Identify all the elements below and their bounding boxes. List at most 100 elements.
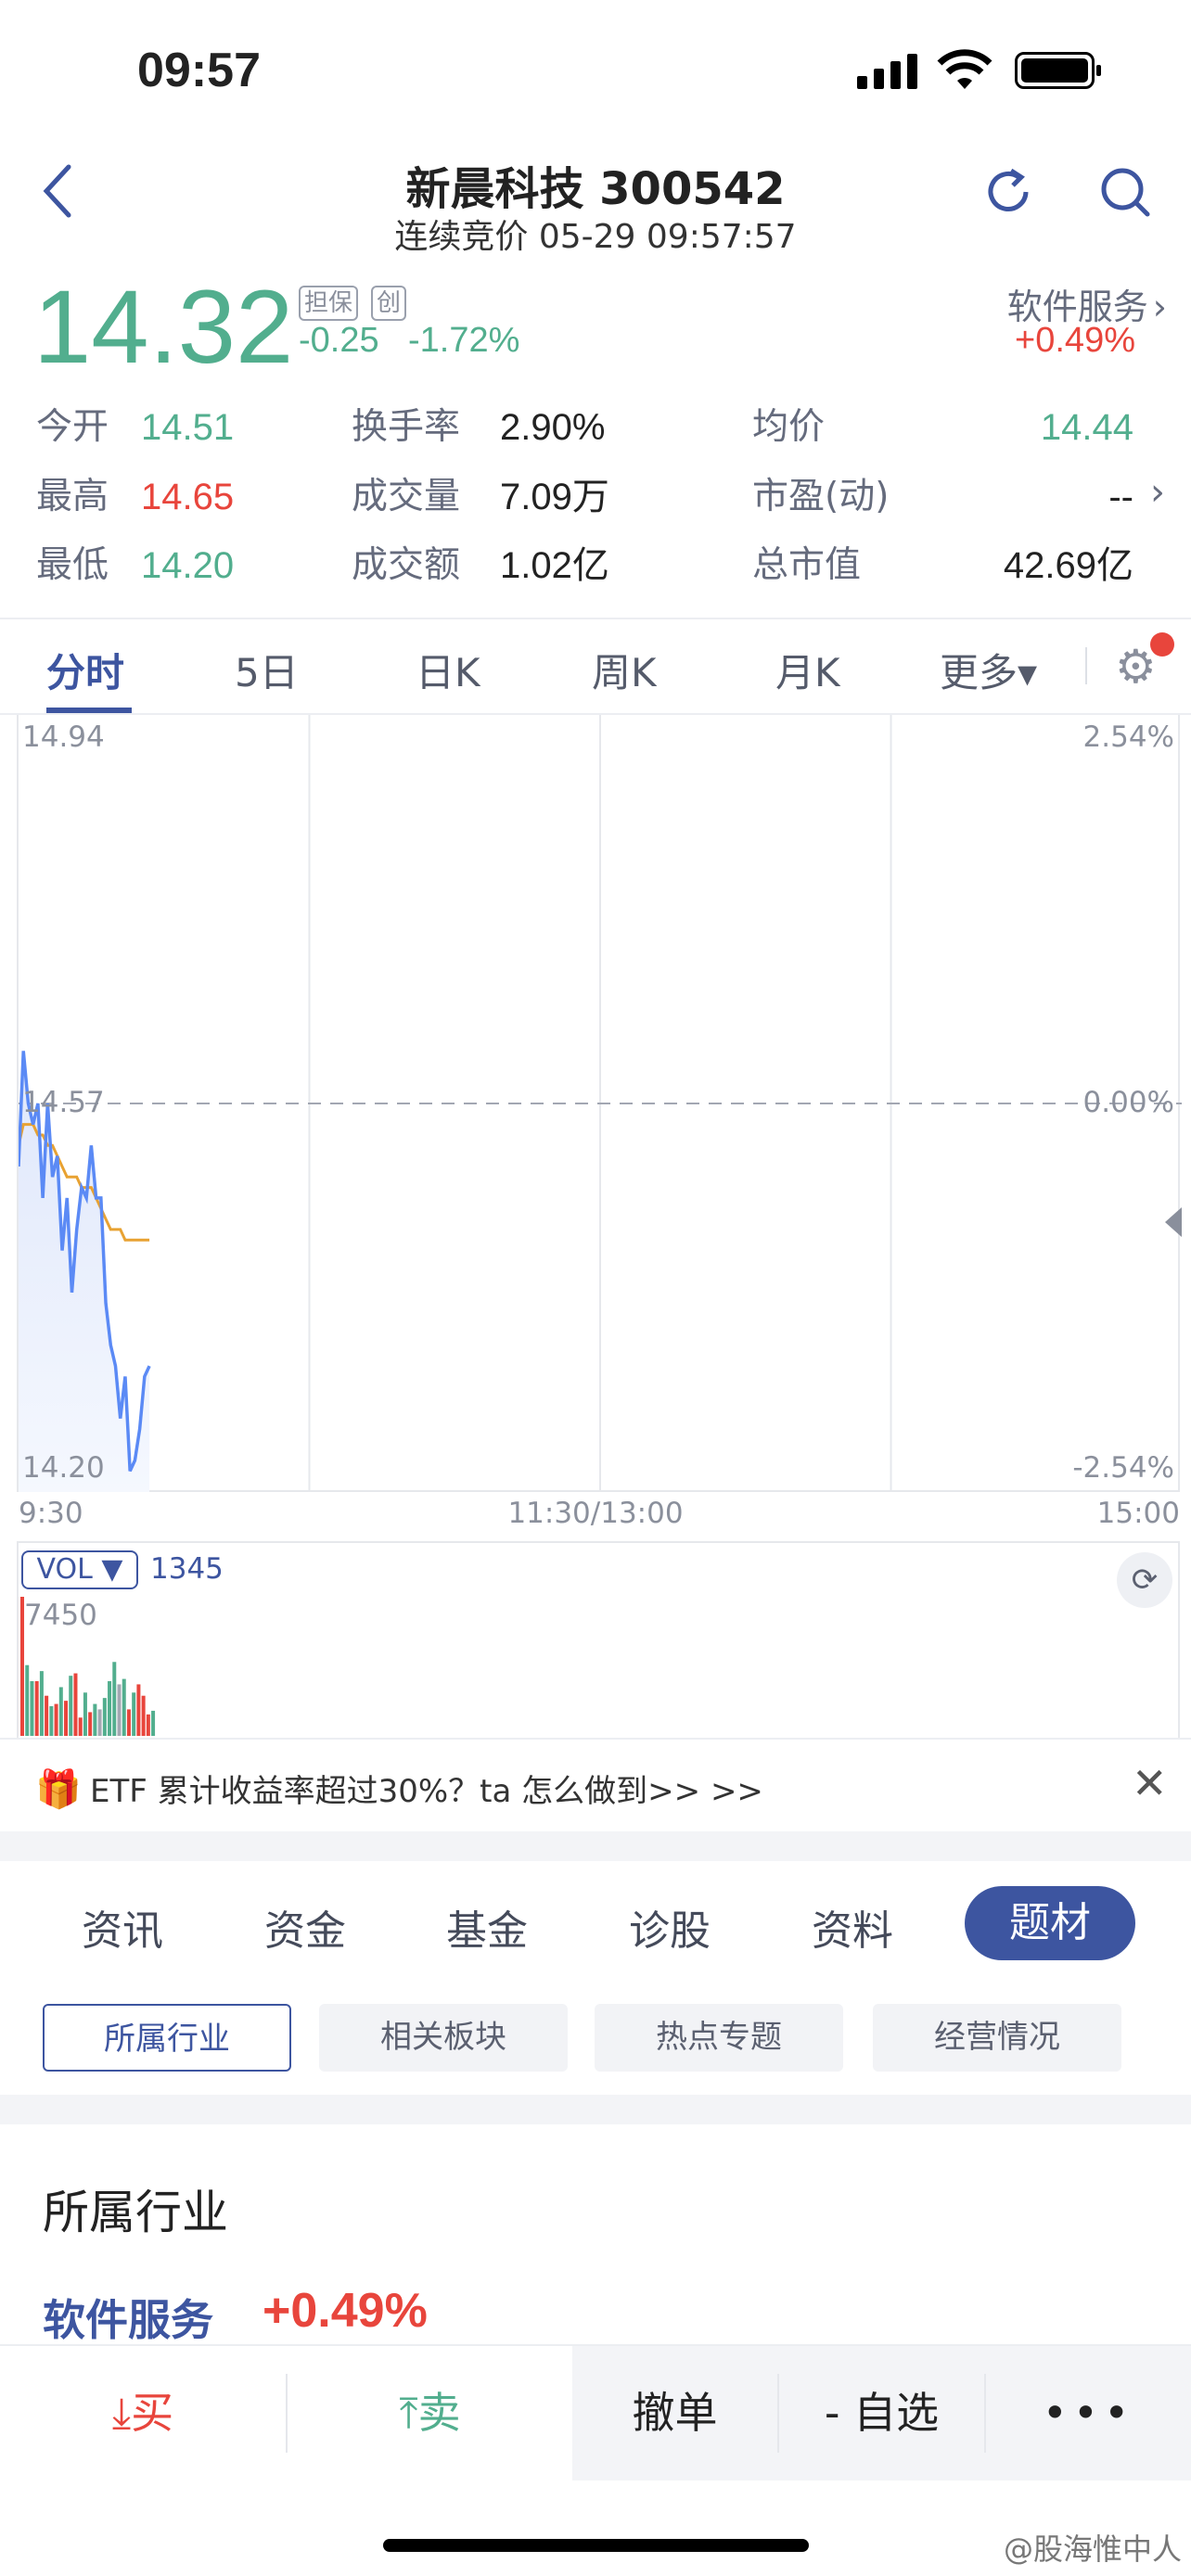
- volume-bar: [83, 1692, 87, 1736]
- divider: [984, 2374, 986, 2453]
- stat-label: 成交量: [352, 476, 461, 517]
- stat-value: 14.20: [141, 545, 235, 586]
- battery-icon: [1015, 52, 1101, 89]
- close-icon[interactable]: ✕: [1132, 1758, 1168, 1808]
- stat-value: 14.44: [1040, 407, 1133, 448]
- pct-label-mid: 0.00%: [1082, 1086, 1174, 1119]
- volume-bar: [122, 1678, 126, 1736]
- info-tab[interactable]: 诊股: [629, 1907, 711, 1955]
- stat-label: 换手率: [352, 406, 461, 448]
- stat-label: 均价: [752, 406, 826, 448]
- bottom-trade-bar: ⤓买 ⤒卖 撤单 - 自选 •••: [0, 2344, 1191, 2480]
- stat-label: 总市值: [752, 544, 862, 586]
- sector-link[interactable]: 软件服务 ›: [1007, 278, 1167, 329]
- volume-bar: [146, 1714, 150, 1736]
- buy-label: 买: [131, 2388, 174, 2438]
- volume-bar: [69, 1676, 73, 1736]
- chevron-right-icon[interactable]: ›: [1150, 471, 1165, 514]
- x-label-midday: 11:30/13:00: [507, 1497, 684, 1530]
- stat-value: --: [1108, 477, 1133, 517]
- y-label-bottom: 14.20: [22, 1451, 105, 1485]
- tab-daily-k[interactable]: 日K: [416, 650, 480, 695]
- status-time: 09:57: [137, 44, 261, 97]
- volume-chart[interactable]: VOL ▼ 1345 7450 ⟳: [17, 1541, 1180, 1738]
- volume-bar: [58, 1687, 63, 1736]
- sell-arrow-icon: ⤒: [399, 2388, 418, 2438]
- info-tab[interactable]: 资料: [812, 1907, 893, 1955]
- volume-bar: [117, 1684, 122, 1736]
- stat-label: 最低: [36, 544, 109, 586]
- crosshair-handle[interactable]: [1165, 1207, 1182, 1237]
- home-indicator: [383, 2539, 809, 2552]
- tab-more[interactable]: 更多▾: [940, 650, 1038, 695]
- watermark: @股海惟中人: [1003, 2531, 1182, 2567]
- section-title: 所属行业: [43, 2186, 228, 2239]
- sector-name: 软件服务: [1006, 287, 1148, 327]
- volume-bar: [151, 1710, 156, 1736]
- buy-button[interactable]: ⤓买: [0, 2346, 286, 2480]
- price-line: [19, 1051, 151, 1473]
- volume-bar: [112, 1662, 117, 1736]
- volume-bar: [136, 1684, 141, 1736]
- volume-bar: [64, 1701, 69, 1736]
- volume-bar: [97, 1709, 102, 1736]
- volume-bar: [132, 1692, 136, 1736]
- rotate-screen-icon[interactable]: ⟳: [1117, 1552, 1172, 1608]
- volume-bar: [39, 1671, 44, 1736]
- info-tab[interactable]: 资金: [264, 1907, 346, 1955]
- volume-bar: [45, 1695, 49, 1736]
- sub-tab[interactable]: 热点专题: [595, 2004, 843, 2072]
- price-change-pct: -1.72%: [408, 321, 520, 360]
- margin-tag: 担保: [299, 286, 359, 321]
- x-label-close: 15:00: [1096, 1497, 1180, 1530]
- stat-value: 1.02亿: [500, 545, 609, 586]
- back-icon[interactable]: [39, 163, 76, 219]
- notification-dot: [1150, 632, 1174, 657]
- y-label-mid: 14.57: [22, 1086, 105, 1119]
- page-title: 新晨科技 300542: [405, 163, 786, 215]
- current-volume: 1345: [150, 1552, 224, 1586]
- sector-change: +0.49%: [1015, 321, 1135, 360]
- add-watchlist-button[interactable]: - 自选: [824, 2388, 940, 2438]
- stat-value: 42.69亿: [1003, 545, 1133, 586]
- sell-button[interactable]: ⤒卖: [288, 2346, 572, 2480]
- industry-link[interactable]: 软件服务: [43, 2295, 213, 2345]
- tab-weekly-k[interactable]: 周K: [592, 650, 657, 695]
- tab-5day[interactable]: 5日: [235, 650, 299, 695]
- gear-icon[interactable]: ⚙: [1115, 640, 1157, 694]
- search-icon[interactable]: [1098, 165, 1152, 219]
- volume-bar: [34, 1681, 39, 1736]
- divider: [0, 2095, 1191, 2124]
- stat-label: 今开: [36, 406, 109, 448]
- industry-change: +0.49%: [263, 2284, 428, 2338]
- sub-tab[interactable]: 经营情况: [873, 2004, 1121, 2072]
- tab-monthly-k[interactable]: 月K: [775, 650, 840, 695]
- banner-text: ETF 累计收益率超过30%？ta 怎么做到>> >>: [90, 1773, 763, 1810]
- stat-value: 7.09万: [500, 477, 609, 517]
- y-label-top: 14.94: [22, 721, 105, 754]
- stat-label: 成交额: [352, 544, 461, 586]
- cancel-order-button[interactable]: 撤单: [632, 2388, 718, 2438]
- pct-label-top: 2.54%: [1082, 721, 1174, 754]
- volume-bar: [88, 1712, 93, 1736]
- divider: [286, 2374, 288, 2453]
- volume-bar: [54, 1703, 58, 1736]
- more-button[interactable]: •••: [1042, 2388, 1135, 2438]
- intraday-chart[interactable]: 14.94 14.57 14.20 2.54% 0.00% -2.54%: [17, 715, 1182, 1492]
- info-tab[interactable]: 题材: [965, 1886, 1135, 1960]
- chart-tabs: 分时 5日 日K 周K 月K 更多▾ ⚙: [0, 618, 1191, 715]
- volume-bar: [108, 1681, 112, 1736]
- stat-value: 2.90%: [500, 407, 606, 448]
- promo-banner[interactable]: 🎁 ETF 累计收益率超过30%？ta 怎么做到>> >> ✕: [0, 1738, 1191, 1831]
- refresh-icon[interactable]: [981, 165, 1035, 219]
- sell-label: 卖: [417, 2388, 461, 2438]
- sub-tab[interactable]: 所属行业: [43, 2004, 291, 2072]
- signal-icon: [857, 52, 920, 89]
- info-tab[interactable]: 基金: [446, 1907, 528, 1955]
- info-tab[interactable]: 资讯: [82, 1907, 163, 1955]
- secondary-actions: [572, 2346, 1191, 2480]
- vol-indicator-select[interactable]: VOL ▼: [21, 1550, 138, 1589]
- sub-tab[interactable]: 相关板块: [319, 2004, 568, 2072]
- chinext-tag: 创: [371, 286, 407, 321]
- tab-intraday[interactable]: 分时: [46, 650, 125, 695]
